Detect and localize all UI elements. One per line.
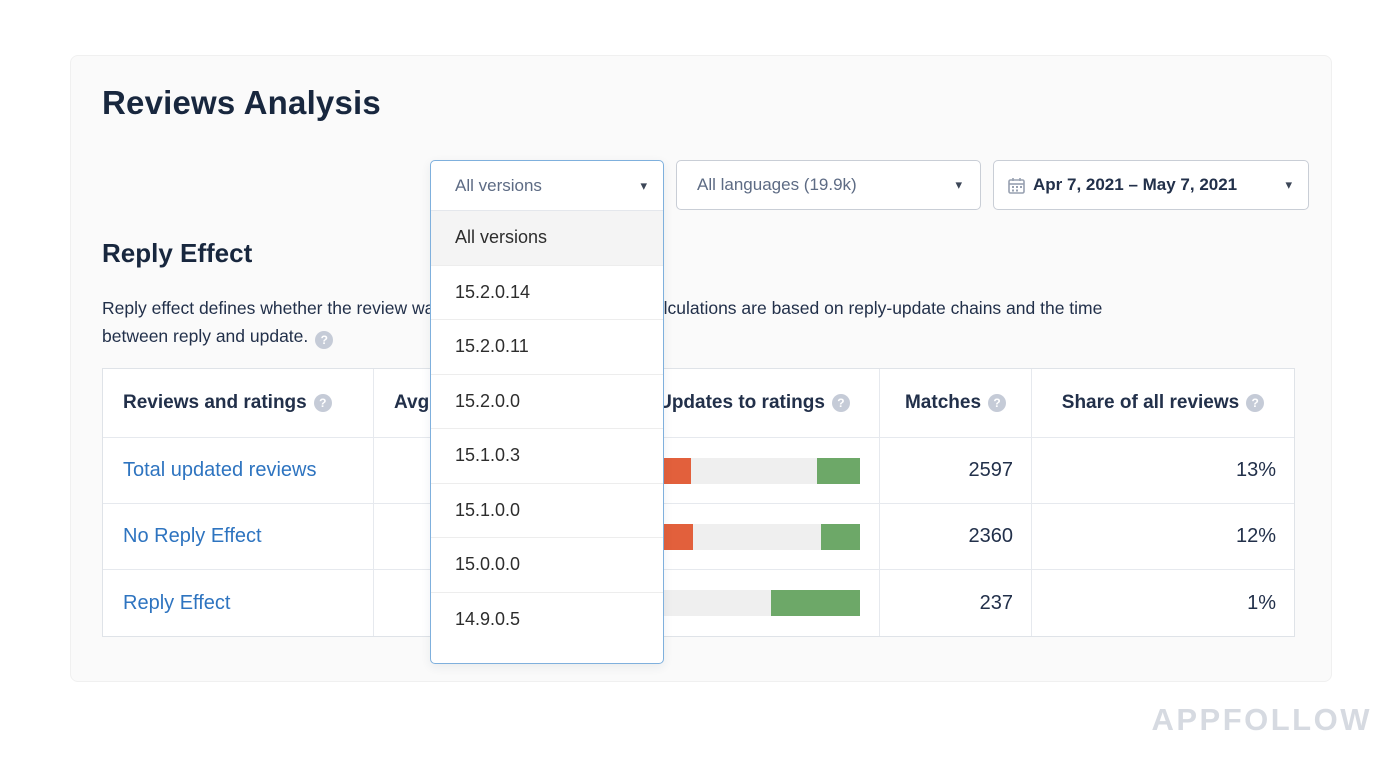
versions-dropdown-menu: All versions 15.2.0.14 15.2.0.11 15.2.0.… [431, 211, 663, 663]
version-option[interactable]: 15.2.0.11 [431, 320, 663, 375]
help-icon[interactable]: ? [1246, 394, 1265, 412]
matches-cell: 2597 [880, 438, 1032, 504]
no-reply-effect-link[interactable]: No Reply Effect [123, 525, 262, 547]
table-row-label-cell: No Reply Effect [103, 504, 374, 570]
rating-updates-bar [649, 590, 860, 616]
total-updated-reviews-link[interactable]: Total updated reviews [123, 459, 317, 481]
rating-updates-bar [649, 457, 860, 484]
versions-dropdown[interactable]: All versions ▾ [431, 161, 663, 211]
help-icon[interactable]: ? [315, 331, 334, 349]
share-cell: 1% [1032, 570, 1294, 636]
version-option[interactable]: 15.0.0.0 [431, 538, 663, 593]
version-option-all-versions[interactable]: All versions [431, 211, 663, 266]
section-description-line2: between reply and update. [102, 326, 309, 346]
neutral-segment [691, 457, 817, 484]
date-range-value: Apr 7, 2021 – May 7, 2021 [1033, 175, 1238, 194]
matches-cell: 237 [880, 570, 1032, 636]
section-title: Reply Effect [102, 238, 253, 268]
neutral-segment [649, 590, 771, 616]
share-cell: 13% [1032, 438, 1294, 504]
updates-to-ratings-cell [629, 438, 880, 504]
version-option[interactable]: 15.1.0.0 [431, 483, 663, 538]
version-option[interactable]: 15.2.0.14 [431, 265, 663, 320]
positive-segment [771, 590, 860, 616]
version-option[interactable]: 14.9.0.5 [431, 592, 663, 647]
calendar-icon [1008, 177, 1025, 194]
matches-cell: 2360 [880, 504, 1032, 570]
column-header-reviews-and-ratings: Reviews and ratings? [103, 369, 374, 438]
date-range-dropdown[interactable]: Apr 7, 2021 – May 7, 2021 ▾ [993, 160, 1309, 210]
version-option[interactable]: 15.2.0.0 [431, 374, 663, 429]
column-header-share-of-all-reviews: Share of all reviews? [1032, 369, 1294, 438]
column-header-matches: Matches? [880, 369, 1032, 438]
positive-segment [821, 523, 860, 550]
updates-to-ratings-cell [629, 504, 880, 570]
reply-effect-link[interactable]: Reply Effect [123, 591, 231, 614]
versions-dropdown-value: All versions [455, 175, 542, 195]
column-header-updates-to-ratings: Updates to ratings? [629, 369, 880, 438]
versions-dropdown-open: All versions ▾ All versions 15.2.0.14 15… [430, 160, 664, 664]
chevron-down-icon: ▾ [640, 177, 647, 193]
languages-dropdown[interactable]: All languages (19.9k) ▾ [676, 160, 981, 210]
share-cell: 12% [1032, 504, 1294, 570]
help-icon[interactable]: ? [313, 394, 332, 412]
chevron-down-icon: ▾ [955, 177, 962, 192]
help-icon[interactable]: ? [831, 394, 850, 412]
chevron-down-icon: ▾ [1285, 177, 1292, 192]
version-option[interactable]: 15.1.0.3 [431, 429, 663, 484]
help-icon[interactable]: ? [988, 394, 1007, 412]
neutral-segment [693, 523, 821, 550]
reply-effect-table: Reviews and ratings? Avg Updates to rati… [102, 368, 1295, 637]
languages-dropdown-value: All languages (19.9k) [697, 175, 857, 194]
updates-to-ratings-cell [629, 570, 880, 636]
table-row-label-cell: Total updated reviews [103, 438, 374, 504]
appfollow-watermark: APPFOLLOW [1151, 702, 1372, 737]
rating-updates-bar [649, 523, 860, 550]
section-description: Reply effect defines whether the review … [102, 294, 1242, 350]
page-title: Reviews Analysis [102, 84, 381, 121]
table-row-label-cell: Reply Effect [103, 570, 374, 636]
positive-segment [817, 457, 860, 484]
